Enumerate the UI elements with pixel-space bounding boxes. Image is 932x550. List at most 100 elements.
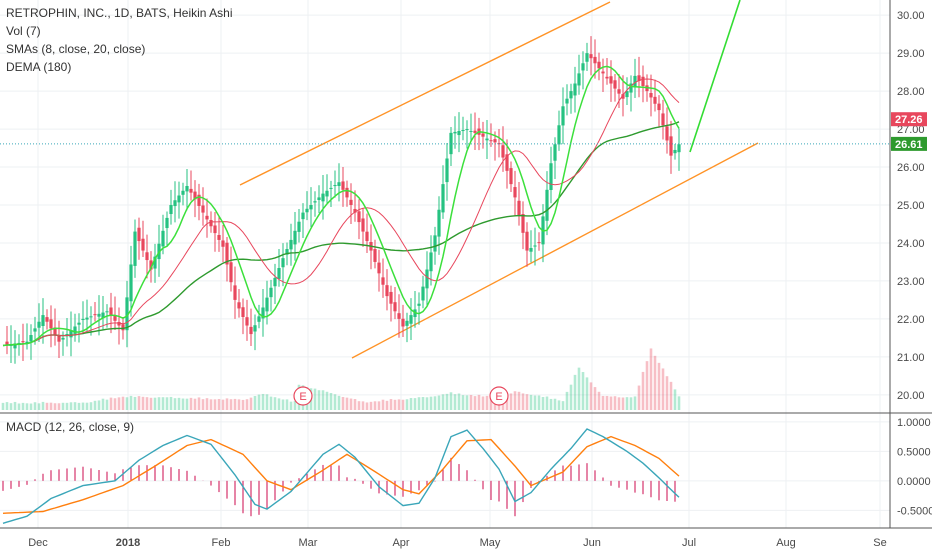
volume-bar: [157, 397, 161, 410]
candle-body: [441, 184, 445, 213]
volume-bar: [25, 403, 29, 410]
candle-body: [641, 76, 645, 87]
volume-bar: [269, 396, 273, 410]
candle-body: [177, 195, 181, 203]
x-tick-label: Mar: [299, 537, 318, 549]
volume-bar: [229, 399, 233, 410]
volume-bar: [253, 396, 257, 410]
candle-body: [537, 242, 541, 244]
volume-bar: [361, 401, 365, 410]
candle-body: [253, 325, 257, 332]
volume-bar: [5, 402, 9, 410]
candle-body: [465, 129, 469, 131]
x-tick-label: May: [480, 537, 501, 549]
candle-body: [13, 343, 17, 349]
candle-body: [349, 199, 353, 205]
volume-bar: [65, 402, 69, 410]
volume-bar: [9, 403, 13, 410]
macd-line: [2, 428, 680, 524]
volume-bar: [317, 390, 321, 410]
candle-body: [5, 341, 9, 345]
candle-body: [185, 186, 189, 192]
legend-sma: SMAs (8, close, 20, close): [6, 42, 146, 56]
candle-body: [125, 297, 129, 331]
volume-bar: [281, 399, 285, 410]
candle-body: [209, 220, 213, 227]
candle-body: [597, 61, 601, 69]
candle-body: [225, 242, 229, 265]
candle-body: [473, 130, 477, 133]
candle-body: [561, 106, 565, 126]
candle-body: [197, 194, 201, 206]
price-tick-label: 25.00: [897, 200, 925, 212]
volume-bar: [133, 396, 137, 410]
channel-upper-line: [239, 1, 611, 186]
candle-body: [41, 315, 45, 327]
candle-body: [29, 335, 33, 342]
volume-bar: [249, 397, 253, 410]
volume-bar: [613, 396, 617, 410]
volume-bar: [165, 397, 169, 410]
candle-body: [201, 205, 205, 213]
volume-bar: [449, 392, 453, 410]
candle-body: [361, 218, 365, 232]
volume-bar: [33, 402, 37, 410]
volume-bar: [321, 390, 325, 410]
earnings-marker-label: E: [495, 391, 502, 403]
macd-panel: [2, 428, 680, 524]
volume-bar: [289, 401, 293, 410]
candle-body: [189, 188, 193, 193]
candle-body: [117, 322, 121, 326]
candle-body: [153, 256, 157, 269]
earnings-marker: [489, 386, 509, 406]
candle-body: [513, 187, 517, 198]
volume-bar: [105, 399, 109, 410]
candle-body: [49, 319, 53, 329]
price-tick-label: 27.00: [897, 124, 925, 136]
price-label: 26.61: [895, 139, 923, 151]
volume-bar: [569, 384, 573, 410]
volume-bar: [541, 396, 545, 410]
price-label: 27.26: [895, 114, 923, 126]
candle-body: [81, 318, 85, 321]
price-tick-label: 24.00: [897, 238, 925, 250]
candle-body: [625, 91, 629, 98]
candle-body: [217, 235, 221, 240]
volume-bar: [641, 371, 645, 410]
volume-bar: [425, 397, 429, 410]
volume-bar: [173, 398, 177, 410]
dema-line: [2, 121, 680, 347]
candle-body: [585, 53, 589, 62]
channel-lower-line: [351, 142, 759, 359]
candle-body: [533, 245, 537, 247]
candle-body: [501, 145, 505, 158]
candle-body: [321, 193, 325, 202]
volume-bar: [21, 402, 25, 410]
candle-body: [589, 54, 593, 59]
volume-bar: [653, 355, 657, 410]
volume-bar: [369, 401, 373, 410]
candle-body: [69, 330, 73, 338]
candle-body: [577, 73, 581, 86]
price-tick-label: 28.00: [897, 86, 925, 98]
volume-bar: [37, 403, 41, 410]
volume-bar: [481, 396, 485, 410]
candle-body: [229, 262, 233, 283]
volume-bar: [73, 402, 77, 410]
candlesticks: [5, 36, 681, 364]
price-tick-label: 26.00: [897, 162, 925, 174]
candle-body: [673, 149, 677, 154]
candle-body: [457, 130, 461, 136]
volume-bar: [461, 395, 465, 410]
candle-body: [617, 89, 621, 94]
candle-body: [285, 249, 289, 255]
candle-body: [137, 227, 141, 242]
candle-body: [529, 248, 533, 252]
candle-body: [573, 83, 577, 96]
volume-bar: [213, 399, 217, 410]
volume-bar: [41, 401, 45, 410]
volume-bar: [345, 397, 349, 410]
price-tick-label: 23.00: [897, 276, 925, 288]
candle-body: [357, 211, 361, 223]
